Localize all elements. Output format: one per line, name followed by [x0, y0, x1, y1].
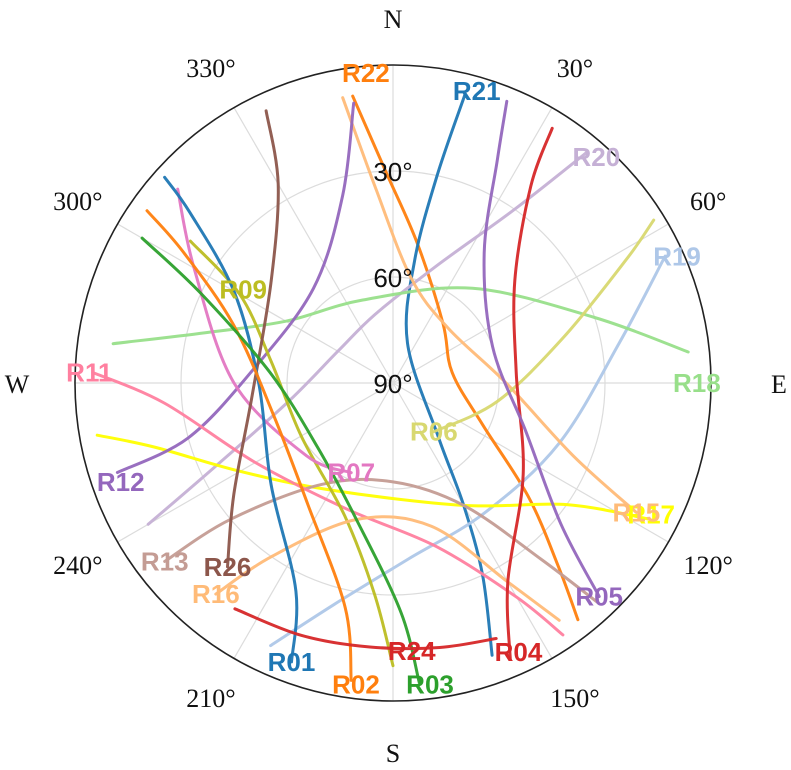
- track-r07: [176, 187, 353, 475]
- track-r17: [95, 433, 651, 521]
- label-r21: R21: [453, 76, 501, 106]
- track-r19: [269, 254, 667, 648]
- label-r05: R05: [575, 582, 623, 612]
- label-r15: R15: [612, 497, 660, 527]
- elevation-tick-label: 90°: [373, 369, 412, 399]
- azimuth-tick-label: 30°: [557, 54, 593, 83]
- elevation-tick-label: 60°: [373, 263, 412, 293]
- azimuth-tick-label: 330°: [186, 54, 235, 83]
- track-r09: [188, 239, 395, 668]
- azimuth-gridline: [392, 382, 669, 543]
- track-r02: [145, 209, 353, 682]
- track-r24: [233, 607, 498, 651]
- label-r11: R11: [66, 357, 112, 387]
- track-r16: [214, 515, 561, 622]
- track-r03: [140, 236, 421, 684]
- azimuth-tick-label: 60°: [690, 187, 726, 216]
- azimuth-tick-label: 210°: [186, 684, 235, 713]
- north-label: N: [384, 5, 403, 34]
- azimuth-tick-label: 300°: [53, 187, 102, 216]
- track-r11: [91, 371, 565, 637]
- track-r04: [505, 126, 554, 661]
- east-label: E: [771, 370, 787, 399]
- azimuth-tick-label: 150°: [550, 684, 599, 713]
- satellite-tracks: [91, 93, 690, 684]
- azimuth-tick-label: 240°: [53, 551, 102, 580]
- label-r06: R06: [410, 417, 458, 447]
- label-r26: R26: [204, 552, 252, 582]
- track-r22: [351, 94, 580, 622]
- label-r16: R16: [192, 579, 240, 609]
- track-r26: [226, 109, 280, 569]
- track-r18: [111, 286, 690, 354]
- label-r12: R12: [97, 467, 145, 497]
- track-r06: [432, 218, 656, 434]
- west-label: W: [5, 370, 30, 399]
- azimuth-labels: N E S W 30° 60° 120° 150° 210° 240° 300° 330°: [5, 5, 787, 768]
- label-r19: R19: [653, 242, 701, 272]
- label-r02: R02: [332, 670, 380, 700]
- label-r24: R24: [388, 636, 436, 666]
- elevation-ring: [286, 276, 500, 490]
- label-r01: R01: [268, 647, 316, 677]
- label-r18: R18: [673, 368, 721, 398]
- horizon-ring: [74, 64, 712, 702]
- track-r12: [115, 101, 356, 474]
- label-r07: R07: [327, 458, 375, 488]
- track-r01: [163, 175, 299, 664]
- azimuth-gridline: [392, 223, 669, 384]
- label-r17: R17: [627, 500, 675, 530]
- label-r20: R20: [572, 142, 620, 172]
- elevation-labels: 30° 60° 90°: [373, 157, 412, 399]
- track-r05: [482, 99, 601, 598]
- track-r15: [341, 96, 638, 514]
- azimuth-gridline: [117, 223, 394, 384]
- track-r20: [146, 151, 588, 526]
- label-r22: R22: [342, 58, 390, 88]
- label-r03: R03: [406, 670, 454, 700]
- azimuth-gridline: [233, 107, 394, 384]
- label-r04: R04: [495, 637, 543, 667]
- label-r13: R13: [141, 546, 189, 576]
- elevation-tick-label: 30°: [373, 157, 412, 187]
- label-r09: R09: [219, 274, 267, 304]
- track-r21: [404, 93, 494, 657]
- azimuth-gridline: [392, 107, 553, 384]
- azimuth-tick-label: 120°: [684, 551, 733, 580]
- south-label: S: [386, 739, 400, 768]
